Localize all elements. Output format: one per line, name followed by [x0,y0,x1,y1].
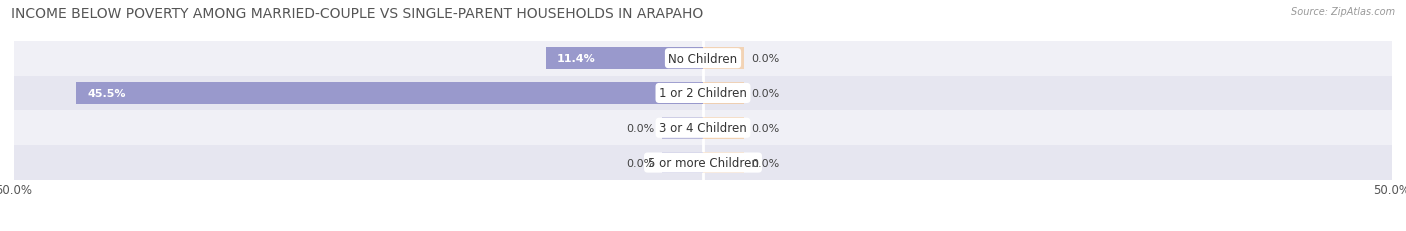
Bar [703,152,744,174]
Bar [703,48,744,70]
Bar [14,111,1392,146]
Bar [662,152,703,174]
Text: 0.0%: 0.0% [627,123,655,133]
Text: 45.5%: 45.5% [87,88,125,99]
Text: No Children: No Children [668,52,738,65]
Text: 5 or more Children: 5 or more Children [648,156,758,169]
Bar [14,146,1392,180]
Text: 0.0%: 0.0% [751,88,779,99]
Bar [662,118,703,139]
Bar [703,118,744,139]
Text: 1 or 2 Children: 1 or 2 Children [659,87,747,100]
Text: 0.0%: 0.0% [751,123,779,133]
Bar [546,48,703,70]
Text: 11.4%: 11.4% [557,54,596,64]
Bar [14,76,1392,111]
Text: 0.0%: 0.0% [751,54,779,64]
Text: INCOME BELOW POVERTY AMONG MARRIED-COUPLE VS SINGLE-PARENT HOUSEHOLDS IN ARAPAHO: INCOME BELOW POVERTY AMONG MARRIED-COUPL… [11,7,703,21]
Text: 0.0%: 0.0% [751,158,779,168]
Text: 0.0%: 0.0% [627,158,655,168]
Text: Source: ZipAtlas.com: Source: ZipAtlas.com [1291,7,1395,17]
Text: 3 or 4 Children: 3 or 4 Children [659,122,747,135]
Bar [703,83,744,104]
Bar [76,83,703,104]
Bar [14,42,1392,76]
